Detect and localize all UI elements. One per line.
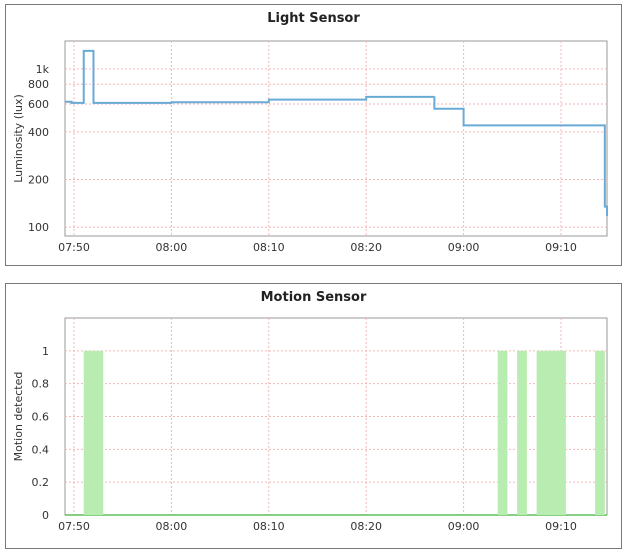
light-sensor-panel: Light Sensor 07:50 08:00 08:10 08:20 09:00 09… [5, 4, 622, 266]
motion-chart-title: Motion Sensor [260, 290, 367, 305]
x-tick-label: 08:10 [253, 241, 285, 254]
y-tick-label: 0 [42, 509, 49, 522]
x-tick-label: 07:50 [58, 241, 90, 254]
x-tick-label: 08:00 [156, 241, 188, 254]
y-tick-label: 600 [28, 98, 49, 111]
x-tick-label: 08:20 [350, 241, 382, 254]
x-tick-label: 07:50 [58, 520, 90, 533]
y-tick-label: 0.8 [32, 378, 50, 391]
x-tick-label: 09:10 [545, 241, 577, 254]
y-axis-label: Luminosity (lux) [12, 94, 25, 183]
motion-interval-bar [83, 350, 104, 515]
x-tick-label: 08:00 [156, 520, 188, 533]
luminosity-series-line [65, 49, 608, 216]
y-tick-label: 400 [28, 126, 49, 139]
motion-sensor-panel: Motion Sensor 07:50 08:00 08:10 08:20 09:00 0… [5, 283, 622, 549]
y-tick-label: 100 [28, 221, 49, 234]
y-tick-label: 0.6 [32, 411, 50, 424]
y-tick-label: 800 [28, 78, 49, 91]
light-chart-title: Light Sensor [267, 11, 360, 26]
y-axis-label: Motion detected [12, 372, 25, 462]
x-tick-label: 08:20 [350, 520, 382, 533]
x-tick-label: 09:10 [545, 520, 577, 533]
y-tick-label: 1k [36, 63, 50, 76]
motion-sensor-chart: 07:50 08:00 08:10 08:20 09:00 09:10 0 0.2 0.4 0.6… [12, 317, 608, 533]
x-tick-label: 08:10 [253, 520, 285, 533]
motion-interval-bar [595, 350, 605, 515]
motion-interval-bar [497, 350, 508, 515]
y-tick-label: 0.4 [32, 443, 50, 456]
y-tick-label: 200 [28, 174, 49, 187]
motion-interval-bar [536, 350, 566, 515]
y-tick-label: 1 [42, 345, 49, 358]
y-tick-label: 0.2 [32, 476, 50, 489]
plot-frame [64, 40, 608, 237]
motion-interval-bar [517, 350, 527, 515]
x-tick-label: 09:00 [448, 520, 480, 533]
light-sensor-chart: 07:50 08:00 08:10 08:20 09:00 09:10 100 200 400 6… [12, 40, 608, 254]
x-tick-label: 09:00 [448, 241, 480, 254]
